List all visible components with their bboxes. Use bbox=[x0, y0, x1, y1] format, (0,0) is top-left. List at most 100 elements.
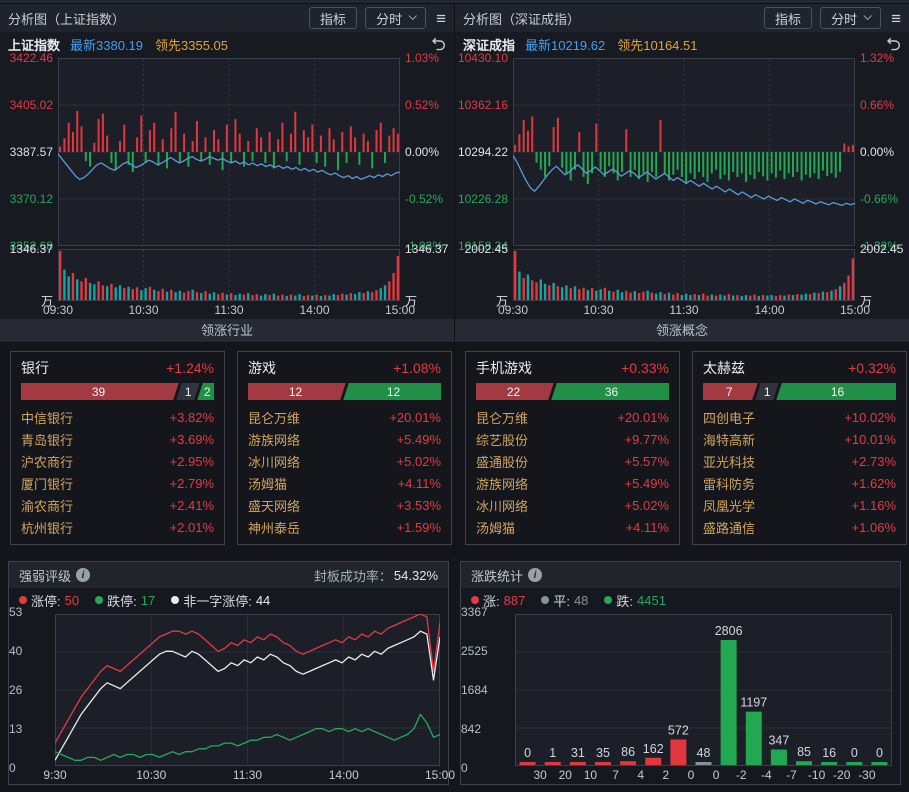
latest-value: 最新3380.19 bbox=[70, 37, 144, 53]
stock-row[interactable]: 雷科防务 +1.62% bbox=[703, 473, 896, 494]
stock-row[interactable]: 汤姆猫 +4.11% bbox=[248, 473, 441, 494]
sector-card-title: 手机游戏 +0.33% bbox=[476, 356, 669, 380]
x-tick-label: 30 bbox=[533, 768, 547, 782]
svg-text:572: 572 bbox=[668, 724, 689, 738]
volume-unit-label: 万 bbox=[860, 294, 873, 309]
axis-label: 3370.12 bbox=[9, 192, 53, 206]
stats-y-axis: 3367 2525 1684 842 0 bbox=[461, 605, 515, 775]
rating-line-chart[interactable] bbox=[55, 614, 440, 766]
stock-row[interactable]: 盛通股份 +5.57% bbox=[476, 451, 669, 472]
stock-name: 厦门银行 bbox=[21, 477, 74, 492]
x-tick-label: 7 bbox=[612, 768, 619, 782]
panel-szse-header: 分析图（深证成指） 指标 分时 ≡ bbox=[455, 4, 909, 32]
stock-row[interactable]: 厦门银行 +2.79% bbox=[21, 473, 214, 494]
stock-row[interactable]: 冰川网络 +5.02% bbox=[248, 451, 441, 472]
stock-change: +5.49% bbox=[624, 476, 669, 491]
stock-change: +5.02% bbox=[396, 454, 441, 469]
indicator-button[interactable]: 指标 bbox=[309, 7, 358, 29]
panel-title: 分析图（深证成指） bbox=[463, 11, 581, 27]
sector-change: +1.08% bbox=[393, 360, 441, 376]
stats-chart-body: 3367 2525 1684 842 0 0 1 31 35 86 162 572 48 2806 119… bbox=[461, 605, 900, 775]
stock-change: +1.62% bbox=[851, 476, 896, 491]
stock-change: +1.16% bbox=[851, 498, 896, 513]
axis-label: 53 bbox=[9, 605, 23, 619]
latest-value: 最新10219.62 bbox=[525, 37, 606, 53]
sse-time-axis: 09:30 10:30 11:30 14:00 15:00 bbox=[43, 302, 415, 319]
sector-card[interactable]: 手机游戏 +0.33% 22 36 昆仑万维 +20.01% 综艺股份 +9.77% 盛通股份 +… bbox=[465, 351, 680, 545]
stock-row[interactable]: 神州泰岳 +1.59% bbox=[248, 517, 441, 538]
stock-change: +3.69% bbox=[169, 432, 214, 447]
sse-intraday-chart[interactable] bbox=[58, 58, 400, 246]
period-dropdown[interactable]: 分时 bbox=[820, 7, 882, 29]
sector-card[interactable]: 游戏 +1.08% 12 12 昆仑万维 +20.01% 游族网络 +5.49% 冰川网络 +5.… bbox=[237, 351, 452, 545]
legend-dot-icon bbox=[19, 596, 27, 604]
stock-row[interactable]: 综艺股份 +9.77% bbox=[476, 429, 669, 450]
axis-label: 3422.46 bbox=[9, 51, 53, 65]
index-name: 上证指数 bbox=[8, 37, 61, 53]
undo-icon[interactable] bbox=[886, 37, 901, 51]
stock-row[interactable]: 四创电子 +10.02% bbox=[703, 407, 896, 428]
advance-decline-bar: 39 1 2 bbox=[21, 383, 214, 400]
stock-name: 汤姆猫 bbox=[476, 521, 516, 536]
stock-name: 神州泰岳 bbox=[248, 521, 301, 536]
info-icon[interactable]: i bbox=[76, 568, 91, 582]
period-dropdown[interactable]: 分时 bbox=[365, 7, 427, 29]
sector-name: 手机游戏 bbox=[476, 360, 532, 376]
stock-row[interactable]: 中信银行 +3.82% bbox=[21, 407, 214, 428]
panel-sse: 分析图（上证指数） 指标 分时 ≡ 上证指数 最新3380.19 领先3355.… bbox=[0, 4, 454, 319]
axis-label: 0.66% bbox=[860, 98, 895, 112]
menu-icon[interactable]: ≡ bbox=[891, 8, 901, 28]
szse-main-chart-body: 10430.10 10362.16 10294.22 10226.28 10158.34… bbox=[455, 51, 909, 253]
stock-row[interactable]: 盛天网络 +3.53% bbox=[248, 495, 441, 516]
stock-row[interactable]: 青岛银行 +3.69% bbox=[21, 429, 214, 450]
rating-legend: 涨停: 50 跌停: 17 非一字涨停: 44 bbox=[9, 588, 448, 612]
stock-row[interactable]: 凤凰光学 +1.16% bbox=[703, 495, 896, 516]
stock-row[interactable]: 游族网络 +5.49% bbox=[248, 429, 441, 450]
window-tab-strip bbox=[0, 0, 909, 4]
stock-list: 昆仑万维 +20.01% 游族网络 +5.49% 冰川网络 +5.02% 汤姆猫 +4.11%… bbox=[248, 404, 441, 538]
industry-cards: 银行 +1.24% 39 1 2 中信银行 +3.82% 青岛银行 +3.69% 沪农商行 +2.9… bbox=[0, 343, 454, 555]
x-tick-label: 4 bbox=[637, 768, 644, 782]
legend-dot-icon bbox=[171, 596, 180, 604]
stats-panel: 涨跌统计 i 涨: 887 平: 48 跌: 4451 3367 2525 1684 842 0 … bbox=[460, 561, 901, 785]
stock-row[interactable]: 汤姆猫 +4.11% bbox=[476, 517, 669, 538]
stock-row[interactable]: 盛路通信 +1.06% bbox=[703, 517, 896, 538]
rating-x-axis: 9:30 10:30 11:30 14:00 15:00 bbox=[43, 768, 455, 784]
stock-row[interactable]: 冰川网络 +5.02% bbox=[476, 495, 669, 516]
sse-volume-axis-left: 1346.37 万 bbox=[0, 242, 58, 309]
stock-row[interactable]: 海特高新 +10.01% bbox=[703, 429, 896, 450]
szse-intraday-chart[interactable] bbox=[513, 58, 855, 246]
sector-card[interactable]: 太赫兹 +0.32% 7 1 16 四创电子 +10.02% 海特高新 +10.01% 亚光科技 +… bbox=[692, 351, 907, 545]
stock-row[interactable]: 渝农商行 +2.41% bbox=[21, 495, 214, 516]
legend-label: 非一字涨停: bbox=[183, 593, 252, 609]
stock-name: 四创电子 bbox=[703, 411, 756, 426]
info-icon[interactable]: i bbox=[528, 568, 543, 582]
stock-name: 冰川网络 bbox=[248, 455, 301, 470]
axis-label: 1684 bbox=[461, 683, 488, 697]
menu-icon[interactable]: ≡ bbox=[436, 8, 446, 28]
sse-volume-chart[interactable] bbox=[58, 249, 400, 301]
advance-decline-segment: 22 bbox=[476, 383, 555, 400]
time-label: 09:30 bbox=[42, 303, 74, 317]
sector-card-title: 太赫兹 +0.32% bbox=[703, 356, 896, 380]
axis-label: 3352.68 bbox=[9, 239, 53, 253]
stock-row[interactable]: 沪农商行 +2.95% bbox=[21, 451, 214, 472]
stock-row[interactable]: 游族网络 +5.49% bbox=[476, 473, 669, 494]
advance-decline-bar: 7 1 16 bbox=[703, 383, 896, 400]
stock-row[interactable]: 亚光科技 +2.73% bbox=[703, 451, 896, 472]
svg-text:2806: 2806 bbox=[715, 624, 743, 638]
undo-icon[interactable] bbox=[431, 37, 446, 51]
szse-volume-chart[interactable] bbox=[513, 249, 855, 301]
advance-decline-bar: 22 36 bbox=[476, 383, 669, 400]
updown-bar-chart[interactable]: 0 1 31 35 86 162 572 48 2806 1197 347 85 16 0 0 bbox=[515, 614, 892, 766]
sector-card[interactable]: 银行 +1.24% 39 1 2 中信银行 +3.82% 青岛银行 +3.69% 沪农商行 +2.9… bbox=[10, 351, 225, 545]
stock-row[interactable]: 杭州银行 +2.01% bbox=[21, 517, 214, 538]
indicator-button[interactable]: 指标 bbox=[764, 7, 813, 29]
concept-section: 领涨概念 手机游戏 +0.33% 22 36 昆仑万维 +20.01% 综艺股份 +9.77%… bbox=[455, 319, 909, 555]
advance-decline-segment: 12 bbox=[248, 383, 346, 400]
stats-x-axis: 30 20 10 7 4 2 0 0 -2 -4 -7 -10 -20 -30 bbox=[515, 768, 892, 784]
stock-row[interactable]: 昆仑万维 +20.01% bbox=[476, 407, 669, 428]
stock-row[interactable]: 昆仑万维 +20.01% bbox=[248, 407, 441, 428]
stock-name: 游族网络 bbox=[476, 477, 529, 492]
